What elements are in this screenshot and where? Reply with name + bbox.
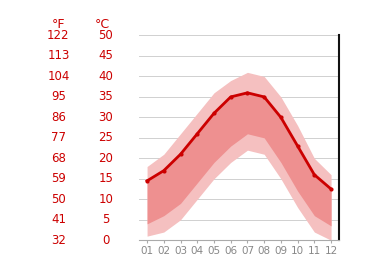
Text: 113: 113 xyxy=(47,49,70,63)
Text: 5: 5 xyxy=(102,213,109,226)
Text: 32: 32 xyxy=(51,234,66,247)
Text: 104: 104 xyxy=(47,70,70,83)
Text: 0: 0 xyxy=(102,234,109,247)
Text: 40: 40 xyxy=(99,70,113,83)
Text: °F: °F xyxy=(52,18,65,31)
Text: 35: 35 xyxy=(99,90,113,103)
Text: 15: 15 xyxy=(99,172,113,185)
Text: 95: 95 xyxy=(51,90,66,103)
Text: °C: °C xyxy=(95,18,110,31)
Text: 10: 10 xyxy=(99,193,113,206)
Text: 68: 68 xyxy=(51,152,66,165)
Text: 59: 59 xyxy=(51,172,66,185)
Text: 86: 86 xyxy=(51,111,66,124)
Text: 45: 45 xyxy=(99,49,113,63)
Text: 20: 20 xyxy=(99,152,113,165)
Text: 122: 122 xyxy=(47,29,70,42)
Text: 77: 77 xyxy=(51,131,66,144)
Text: 50: 50 xyxy=(51,193,66,206)
Text: 30: 30 xyxy=(99,111,113,124)
Text: 41: 41 xyxy=(51,213,66,226)
Text: 25: 25 xyxy=(99,131,113,144)
Text: 50: 50 xyxy=(99,29,113,42)
